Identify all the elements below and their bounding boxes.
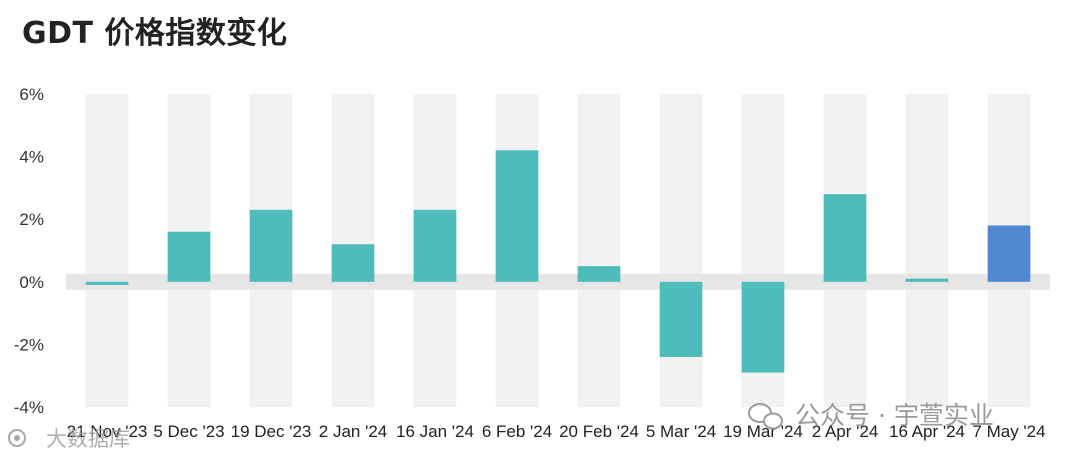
x-tick-label: 7 May '24	[972, 422, 1045, 441]
x-tick-label: 2 Jan '24	[319, 422, 387, 441]
background-band	[659, 94, 703, 407]
y-tick-label: -4%	[14, 398, 44, 417]
x-tick-label: 20 Feb '24	[559, 422, 639, 441]
bar	[167, 231, 211, 282]
x-tick-label: 16 Jan '24	[396, 422, 474, 441]
app-logo-icon	[8, 429, 26, 447]
watermark-left-text: 大数据库	[46, 427, 130, 451]
wechat-icon	[748, 403, 783, 430]
y-tick-label: -2%	[14, 335, 44, 354]
bar	[495, 150, 539, 282]
x-tick-label: 19 Dec '23	[231, 422, 312, 441]
x-tick-label: 19 Mar '24	[723, 422, 803, 441]
background-band	[905, 94, 949, 407]
y-tick-label: 6%	[19, 85, 44, 104]
x-tick-label: 16 Apr '24	[889, 422, 965, 441]
x-tick-label: 5 Mar '24	[646, 422, 716, 441]
x-axis-ticks: 21 Nov '23 5 Dec '23 19 Dec '23 2 Jan '24 16…	[67, 422, 1046, 441]
background-bands	[85, 94, 1031, 407]
bars	[85, 150, 1031, 373]
bar	[331, 244, 375, 282]
bar	[659, 281, 703, 357]
bar	[577, 266, 621, 282]
x-tick-label: 5 Dec '23	[153, 422, 224, 441]
x-tick-label: 21 Nov '23	[67, 422, 148, 441]
background-band	[85, 94, 129, 407]
y-axis-ticks: 6% 4% 2% 0% -2% -4%	[14, 85, 44, 417]
bar	[413, 209, 457, 282]
watermark-right-text: 公众号 · 宇萱实业	[795, 401, 994, 430]
zero-band-rect	[66, 273, 1050, 290]
y-tick-label: 0%	[19, 273, 44, 292]
watermark: 公众号 · 宇萱实业 大数据库	[8, 401, 994, 451]
bar	[987, 225, 1031, 282]
x-tick-label: 6 Feb '24	[482, 422, 552, 441]
background-band	[577, 94, 621, 407]
bar	[823, 194, 867, 282]
zero-band	[66, 273, 1050, 290]
y-tick-label: 4%	[19, 148, 44, 167]
y-tick-label: 2%	[19, 210, 44, 229]
bar	[85, 281, 129, 285]
chart-title: GDT 价格指数变化	[22, 16, 288, 51]
bar	[249, 209, 293, 282]
x-tick-label: 2 Apr '24	[812, 422, 879, 441]
bar	[905, 278, 949, 282]
bar	[741, 281, 785, 373]
